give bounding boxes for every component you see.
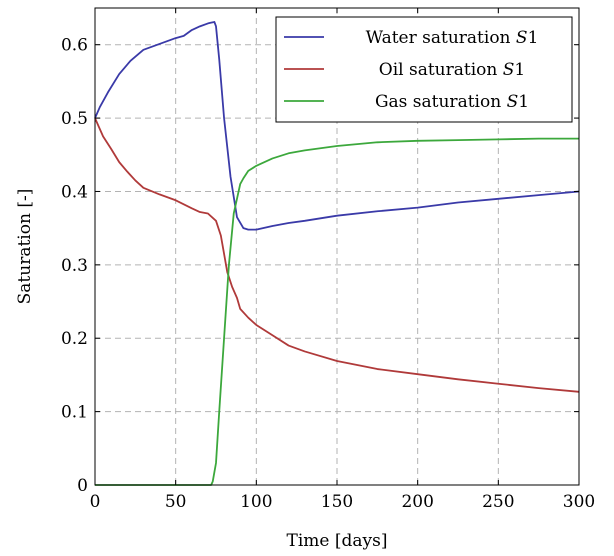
y-tick-label: 0.6 — [61, 36, 88, 56]
x-tick-label: 50 — [165, 492, 187, 512]
x-tick-label: 150 — [321, 492, 353, 512]
x-axis-label: Time [days] — [287, 531, 388, 551]
legend-label-gas: Gas saturation S1 — [375, 92, 529, 112]
x-tick-label: 100 — [240, 492, 272, 512]
legend-label-water: Water saturation S1 — [366, 28, 539, 48]
y-tick-label: 0.5 — [61, 109, 88, 129]
y-tick-label: 0.3 — [61, 256, 88, 276]
x-tick-label: 250 — [482, 492, 514, 512]
axis-ticks: 0 50 100 150 200 250 300 0 0.1 0.2 0.3 0.4 0.5 0.6 — [61, 8, 595, 512]
series-line-oil — [94, 117, 580, 393]
x-tick-label: 300 — [563, 492, 595, 512]
legend-label-oil: Oil saturation S1 — [379, 60, 525, 80]
legend-box — [275, 16, 573, 123]
y-tick-label: 0.1 — [61, 403, 88, 423]
x-tick-label: 200 — [401, 492, 433, 512]
series-line-water — [94, 21, 580, 231]
y-tick-label: 0.4 — [61, 182, 88, 202]
legend: Water saturation S1 Oil saturation S1 Gas … — [275, 16, 573, 123]
y-tick-label: 0 — [77, 476, 88, 496]
y-axis-label: Saturation [-] — [15, 189, 35, 305]
y-tick-label: 0.2 — [61, 329, 88, 349]
x-tick-label: 0 — [90, 492, 101, 512]
series-line-gas — [95, 137, 579, 486]
series-lines — [94, 21, 580, 486]
